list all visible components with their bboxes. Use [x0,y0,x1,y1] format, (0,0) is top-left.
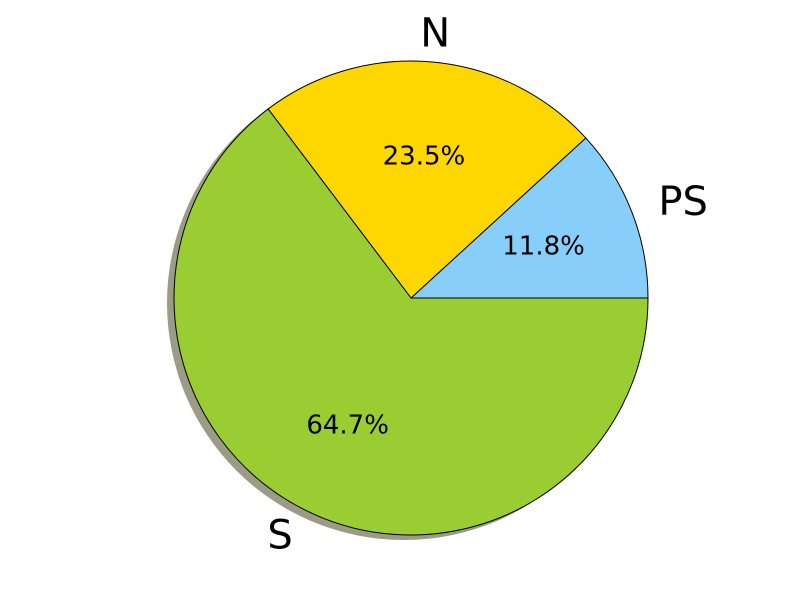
pie-slice-s [173,108,649,536]
pie-slice-n [267,60,587,299]
pie-percent-label-ps: 11.8% [502,231,585,261]
pie-labels: 11.8% PS 23.5% N 64.7% S [267,11,708,559]
pie-slices [173,60,649,536]
pie-percent-label-s: 64.7% [306,410,389,440]
pie-category-label-n: N [420,11,450,57]
pie-percent-label-n: 23.5% [383,141,466,171]
pie-slice-ps [409,137,649,299]
pie-category-label-ps: PS [658,179,708,225]
pie-category-label-s: S [267,513,292,559]
